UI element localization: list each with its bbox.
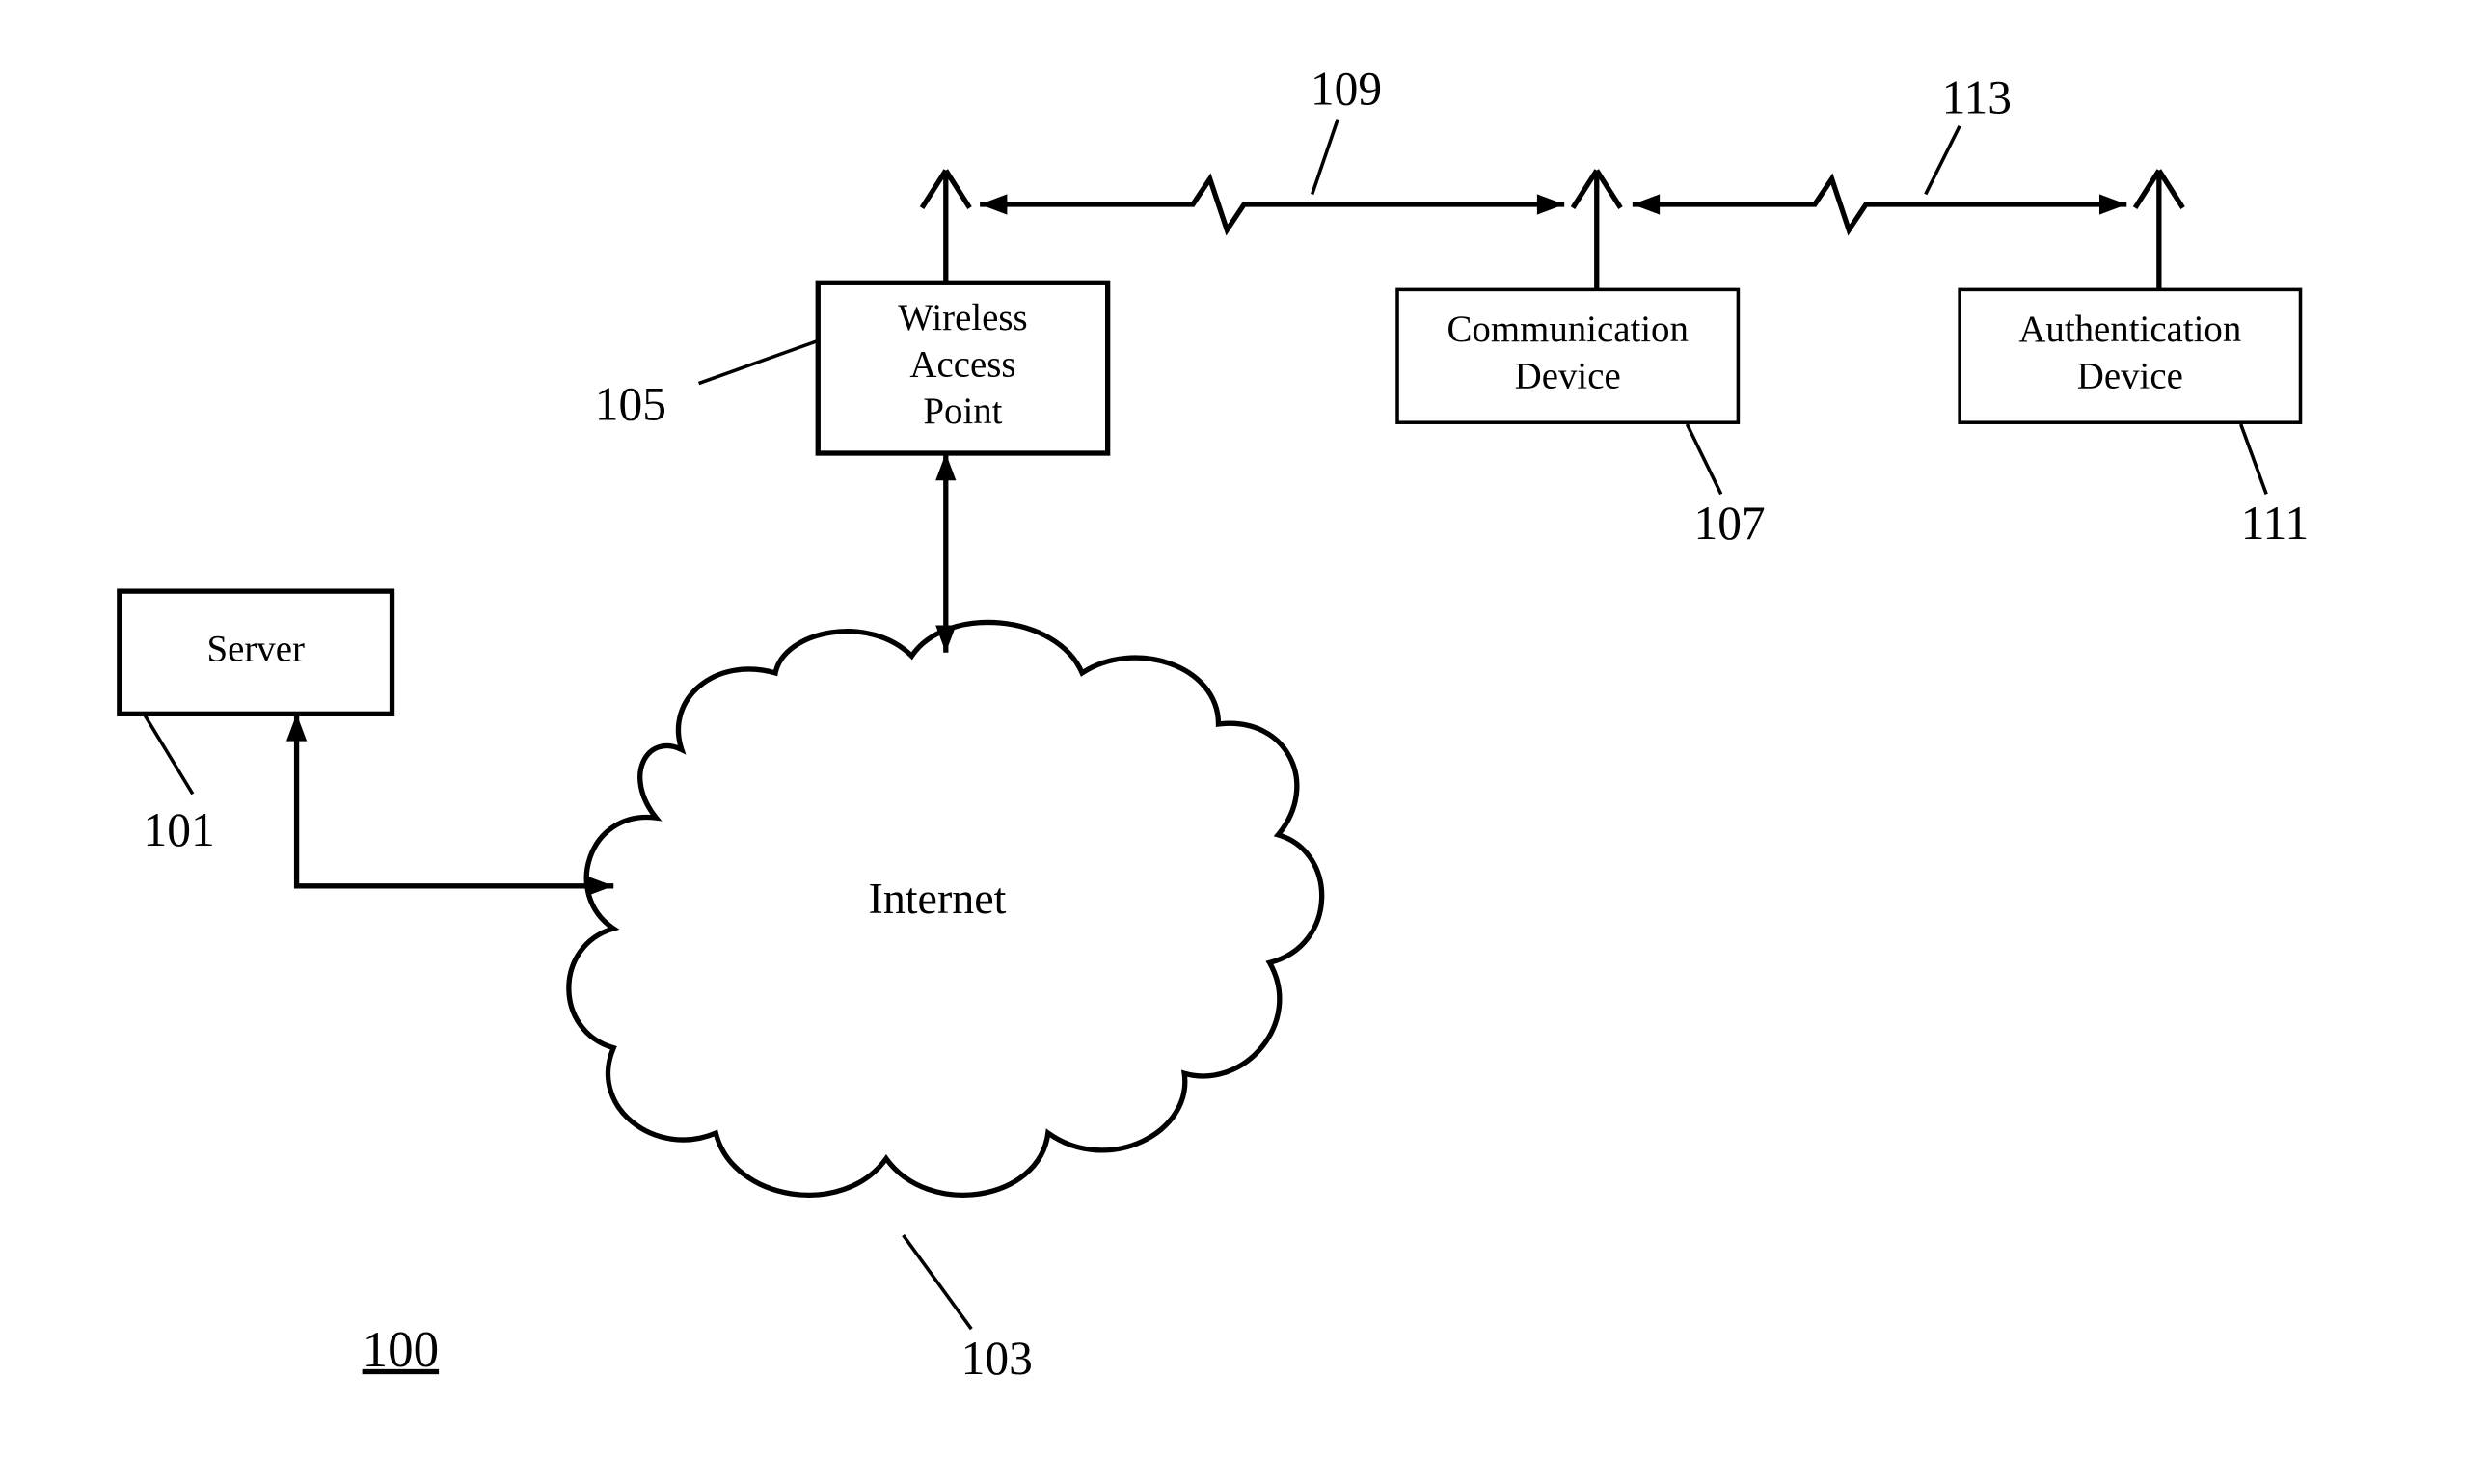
svg-text:105: 105 xyxy=(595,377,666,430)
svg-text:111: 111 xyxy=(2241,497,2310,550)
svg-text:Device: Device xyxy=(2077,356,2183,397)
svg-text:Internet: Internet xyxy=(869,874,1007,923)
svg-text:Access: Access xyxy=(909,344,1015,386)
svg-text:100: 100 xyxy=(363,1322,439,1378)
svg-text:Server: Server xyxy=(206,629,304,670)
svg-text:Point: Point xyxy=(923,391,1002,432)
svg-text:107: 107 xyxy=(1693,497,1765,550)
svg-text:Communication: Communication xyxy=(1447,309,1689,350)
svg-text:Device: Device xyxy=(1515,356,1621,397)
svg-text:109: 109 xyxy=(1311,63,1382,116)
svg-text:101: 101 xyxy=(144,803,215,856)
svg-text:113: 113 xyxy=(1942,70,2012,123)
svg-text:Wireless: Wireless xyxy=(898,297,1027,338)
svg-text:Authentication: Authentication xyxy=(2018,309,2241,350)
svg-text:103: 103 xyxy=(961,1332,1033,1385)
